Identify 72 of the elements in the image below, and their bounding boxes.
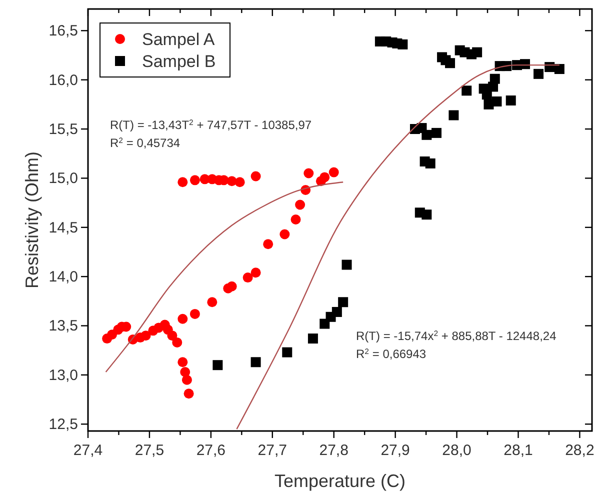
point (398, 39, 408, 50)
point (172, 337, 182, 348)
x-tick-label: 27,8 (319, 442, 348, 459)
point (140, 330, 151, 341)
line-series (105, 182, 344, 373)
annotation: R(T) = -13,43T$^{2}$ + 747,57T - 10385,97 (110, 118, 312, 132)
point (190, 175, 200, 186)
point (182, 374, 192, 385)
point (178, 177, 188, 188)
annotation: R(T) = -15,74x$^{2}$ + 885,88T - 12448,24 (356, 328, 557, 343)
point (282, 347, 292, 358)
point (554, 64, 564, 74)
y-tick-label: 13,5 (48, 318, 78, 335)
point (342, 260, 352, 270)
point (320, 172, 330, 182)
annotation: R$^{2}$ = 0,66943 (356, 346, 426, 361)
point (492, 96, 502, 106)
point (422, 210, 432, 220)
y-axis-title: Resistivity (Ohm) (22, 151, 42, 289)
point (250, 171, 261, 182)
point (520, 59, 530, 70)
annotation: R$^{2}$ = 0,45734 (110, 136, 180, 150)
point (250, 268, 261, 278)
point (448, 110, 459, 120)
x-tick-label: 28,1 (504, 442, 533, 459)
x-tick-label: 27,9 (380, 442, 410, 459)
point (242, 272, 253, 283)
y-tick-label: 13,0 (48, 366, 78, 384)
point (462, 86, 472, 96)
point (472, 47, 482, 58)
point (295, 200, 306, 210)
point (328, 167, 339, 178)
point (445, 58, 456, 68)
y-tick-label: 15,0 (48, 170, 78, 188)
point (263, 239, 274, 250)
point (178, 357, 188, 368)
x-axis-title: Temperature (C) (274, 471, 406, 491)
point (226, 281, 237, 292)
legend-label: Sampel B (142, 52, 216, 71)
point (338, 297, 348, 308)
point (184, 388, 194, 399)
point (506, 95, 516, 106)
x-tick-label: 27,4 (73, 442, 103, 459)
x-tick-label: 27,5 (134, 442, 164, 459)
point (544, 62, 555, 72)
y-tick-label: 14,0 (48, 268, 78, 286)
point (190, 308, 200, 319)
point (167, 330, 178, 341)
x-tick-label: 28,2 (565, 442, 594, 459)
x-tick-label: 27,6 (196, 442, 226, 459)
point (422, 130, 432, 140)
point (207, 297, 218, 308)
y-tick-label: 15,5 (48, 121, 78, 138)
point (332, 306, 342, 317)
point (290, 214, 301, 225)
x-tick-label: 28,0 (442, 442, 472, 459)
y-tick-label: 16,0 (48, 72, 78, 89)
y-tick-label: 14,5 (48, 219, 78, 236)
y-tick-label: 16,5 (48, 22, 78, 40)
point (250, 357, 261, 368)
point (212, 360, 223, 370)
y-tick-label: 12,5 (48, 416, 78, 434)
point (425, 158, 436, 168)
point (304, 168, 314, 178)
point (178, 314, 188, 324)
point (280, 229, 290, 240)
legend-label: Sampel A (142, 30, 216, 49)
x-tick-label: 27,7 (258, 442, 287, 459)
point (308, 334, 318, 344)
point (234, 177, 245, 188)
point (432, 128, 442, 138)
point (534, 68, 544, 79)
